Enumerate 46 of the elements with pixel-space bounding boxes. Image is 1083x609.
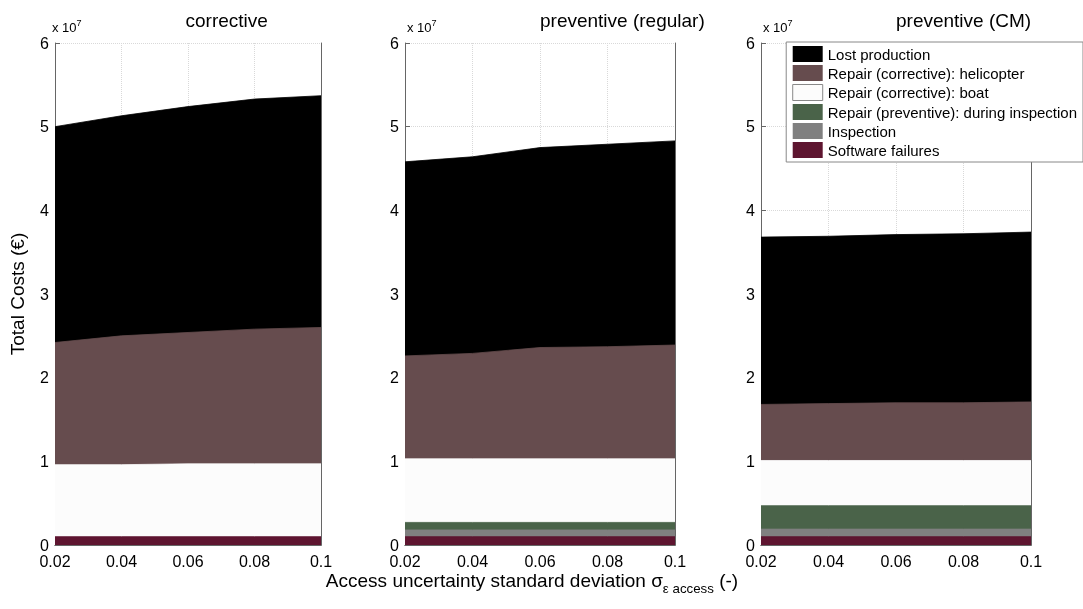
y-tick-label: 4 bbox=[746, 201, 756, 219]
chart-title: preventive (regular) bbox=[539, 10, 705, 31]
y-tick-label: 1 bbox=[390, 452, 400, 470]
x-tick-label: 0.08 bbox=[947, 552, 980, 570]
x-tick-label: 0.1 bbox=[663, 552, 687, 570]
y-tick-label: 2 bbox=[746, 369, 756, 387]
legend-label: Inspection bbox=[827, 122, 897, 140]
x-tick-label: 0.06 bbox=[524, 552, 556, 570]
y-tick-label: 5 bbox=[390, 118, 400, 136]
y-tick-label: 6 bbox=[40, 34, 50, 52]
y-tick-label: 2 bbox=[390, 369, 400, 387]
y-tick-label: 3 bbox=[390, 285, 400, 303]
legend-label: Repair (corrective): boat bbox=[827, 84, 990, 101]
x-tick-label: 0.04 bbox=[105, 552, 138, 570]
x-tick-label: 0.04 bbox=[812, 552, 845, 570]
y-tick-label: 0 bbox=[40, 536, 50, 554]
x-tick-label: 0.02 bbox=[39, 552, 71, 570]
x-tick-label: 0.1 bbox=[1019, 552, 1043, 570]
x-tick-label: 0.02 bbox=[389, 552, 421, 570]
legend-label: Software failures bbox=[827, 141, 940, 159]
y-tick-label: 2 bbox=[40, 369, 50, 387]
y-tick-label: 6 bbox=[390, 34, 400, 52]
x-tick-label: 0.1 bbox=[309, 552, 333, 570]
y-tick-label: 4 bbox=[40, 201, 50, 219]
y-tick-label: 6 bbox=[746, 34, 756, 52]
x-tick-label: 0.06 bbox=[880, 552, 912, 570]
legend-label: Repair (corrective): helicopter bbox=[827, 64, 1025, 82]
legend-label: Lost production bbox=[827, 45, 931, 63]
y-axis-title: Total Costs (€) bbox=[7, 232, 28, 356]
y-tick-label: 5 bbox=[40, 118, 50, 136]
y-tick-label: 0 bbox=[390, 536, 400, 554]
x-tick-label: 0.04 bbox=[456, 552, 489, 570]
y-tick-label: 1 bbox=[746, 452, 756, 470]
y-tick-label: 1 bbox=[40, 452, 50, 470]
chart-title: corrective bbox=[185, 10, 268, 31]
x-tick-label: 0.08 bbox=[238, 552, 271, 570]
x-tick-label: 0.08 bbox=[591, 552, 624, 570]
y-tick-label: 5 bbox=[746, 118, 756, 136]
y-tick-label: 3 bbox=[746, 285, 756, 303]
y-tick-label: 0 bbox=[746, 536, 756, 554]
legend-label: Repair (preventive): during inspection bbox=[827, 103, 1077, 121]
chart-title: preventive (CM) bbox=[895, 10, 1032, 31]
y-tick-label: 3 bbox=[40, 285, 50, 303]
y-tick-label: 4 bbox=[390, 201, 400, 219]
x-tick-label: 0.06 bbox=[172, 552, 204, 570]
x-tick-label: 0.02 bbox=[745, 552, 777, 570]
